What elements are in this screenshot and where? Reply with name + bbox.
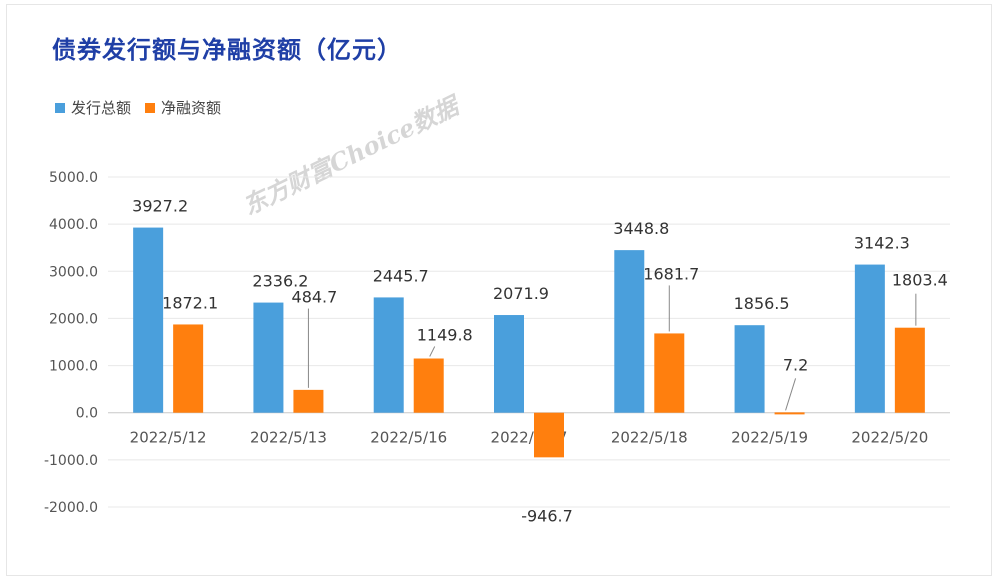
legend-item-issuance: 发行总额 [55,97,131,118]
y-tick-label: 1000.0 [49,359,98,375]
net-financing-data-label: 1872.1 [162,293,218,312]
issuance-bar [494,315,524,413]
net-financing-data-label: 1149.8 [417,326,473,345]
issuance-data-label: 3142.3 [854,234,910,253]
legend-label-issuance: 发行总额 [71,99,132,117]
issuance-bar [253,302,284,413]
y-tick-label: 2000.0 [49,311,98,327]
x-category-label: 2022/5/20 [851,429,928,447]
legend: 发行总额 净融资额 [55,97,221,118]
y-tick-label: 5000.0 [49,170,98,186]
y-tick-label: -2000.0 [44,500,98,516]
x-category-label: 2022/5/16 [370,429,447,447]
net-financing-data-label: 7.2 [783,355,808,374]
net-financing-data-label: 1803.4 [892,271,948,290]
x-category-label: 2022/5/12 [130,429,207,447]
net-financing-bar [774,412,805,415]
y-tick-label: 4000.0 [49,217,98,233]
x-category-label: 2022/5/19 [731,429,808,447]
issuance-data-label: 2071.9 [493,284,549,303]
issuance-bar [373,297,404,413]
net-financing-bar [894,327,925,413]
y-tick-label: -1000.0 [44,453,98,469]
legend-label-net: 净融资额 [161,99,222,117]
net-financing-data-label: 1681.7 [643,264,699,283]
net-financing-data-label: 484.7 [292,288,338,307]
net-financing-bar [654,333,685,413]
issuance-data-label: 3927.2 [132,197,188,216]
issuance-bar [854,264,885,413]
issuance-bar [133,227,164,413]
issuance-data-label: 3448.8 [613,219,669,238]
issuance-bar [614,250,645,413]
chart-frame [6,4,992,576]
y-tick-label: 3000.0 [49,264,98,280]
y-tick-label: 0.0 [76,406,98,422]
x-category-label: 2022/5/13 [250,429,327,447]
x-category-label: 2022/5/18 [611,429,688,447]
issuance-bar [734,325,765,413]
net-financing-data-label: -946.7 [521,506,573,525]
net-financing-bar [173,324,204,413]
legend-swatch-issuance [55,102,65,113]
net-financing-bar [293,389,324,413]
issuance-data-label: 2336.2 [252,272,308,291]
leader-line [785,378,797,411]
net-financing-bar [413,358,444,413]
legend-swatch-net [145,102,156,113]
chart-title: 债券发行额与净融资额（亿元） [52,36,402,64]
net-financing-bar [534,412,564,458]
issuance-data-label: 2445.7 [373,266,429,285]
leader-line [429,346,436,357]
issuance-data-label: 1856.5 [734,294,790,313]
legend-item-net: 净融资额 [145,97,221,118]
